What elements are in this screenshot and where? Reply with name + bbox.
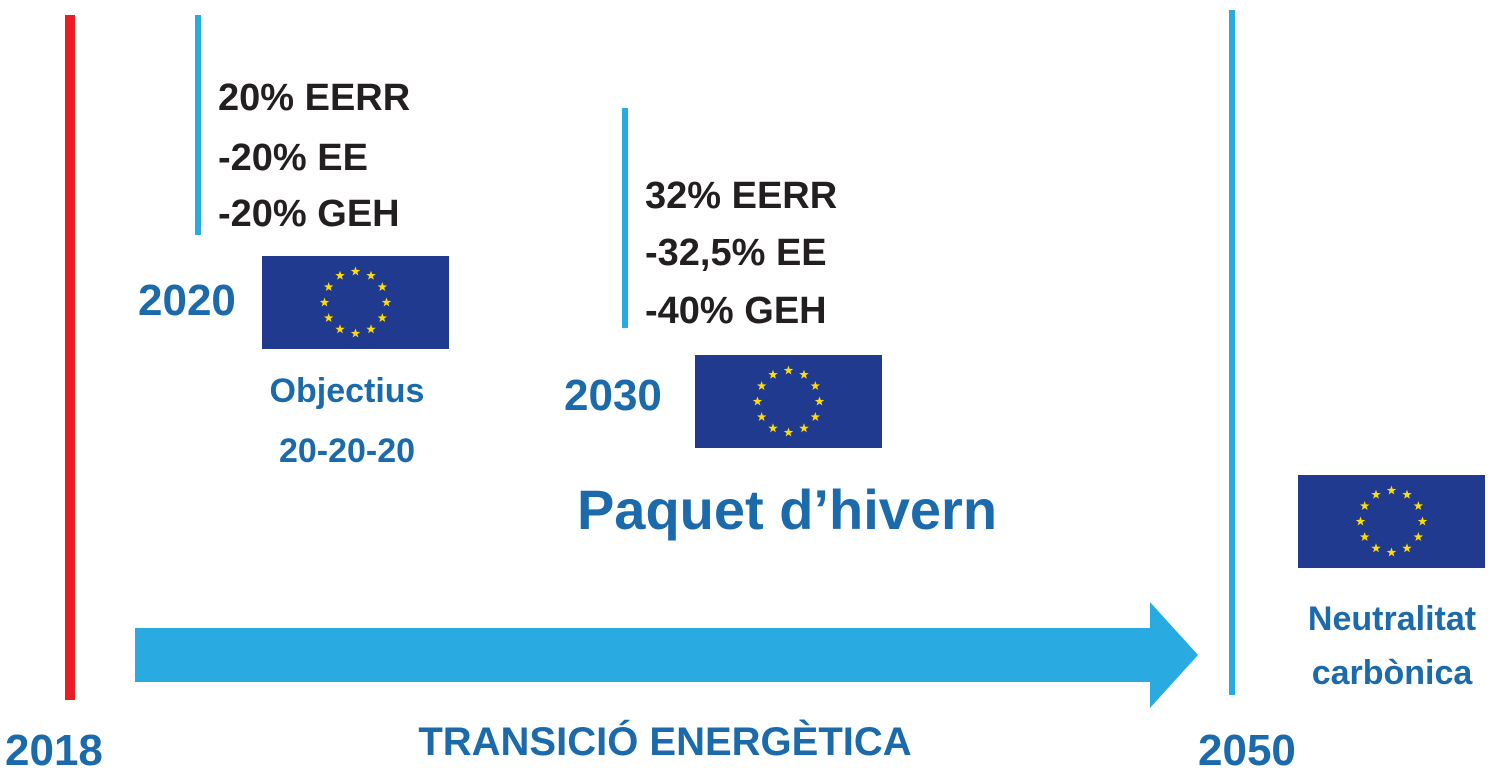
start-year: 2018 (5, 726, 103, 771)
milestone-label: Neutralitat (1308, 600, 1476, 638)
milestone-label: 20-20-20 (279, 432, 415, 470)
end-year: 2050 (1198, 726, 1296, 771)
target: 20% EERR (218, 77, 410, 119)
target: -32,5% EE (645, 232, 827, 274)
transition-arrow (135, 602, 1198, 708)
milestone-label: Paquet d’hivern (577, 478, 997, 541)
target: 32% EERR (645, 175, 837, 217)
arrow-label: TRANSICIÓ ENERGÈTICA (418, 718, 911, 764)
year: 2030 (564, 371, 662, 420)
target: -40% GEH (645, 290, 827, 332)
year: 2020 (138, 276, 236, 325)
eu-flag (1298, 475, 1485, 568)
target: -20% GEH (218, 193, 400, 235)
eu-flag (695, 355, 882, 448)
milestone-label: Objectius (270, 372, 425, 410)
eu-flag (262, 256, 449, 349)
milestone-label: carbònica (1312, 654, 1474, 692)
target: -20% EE (218, 137, 368, 179)
